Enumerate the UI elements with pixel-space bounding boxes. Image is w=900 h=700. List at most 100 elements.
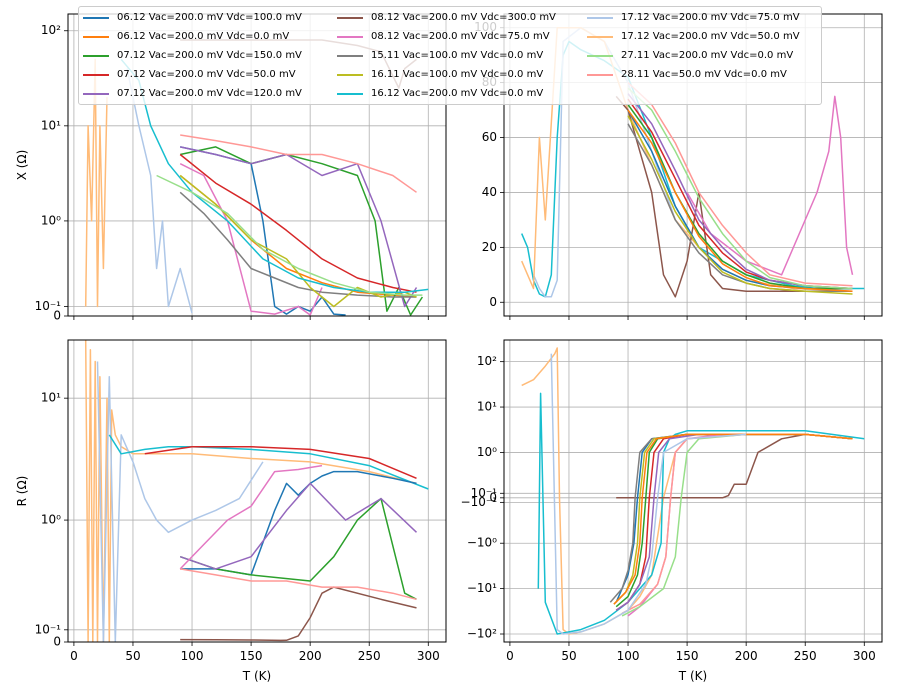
y-tick-label: −10¹ (467, 581, 497, 595)
series-line-14 (550, 353, 747, 635)
legend-swatch (587, 55, 613, 57)
series-line-4 (615, 95, 853, 298)
legend-swatch (337, 36, 363, 38)
x-tick-label: 150 (240, 649, 263, 663)
legend-swatch (83, 36, 109, 38)
series-line-10 (180, 568, 417, 601)
series-line-5 (180, 146, 418, 308)
x-tick-label: 50 (125, 649, 140, 663)
series-line-9 (627, 93, 853, 290)
x-tick-label: 250 (794, 649, 817, 663)
x-tick-label: 200 (735, 649, 758, 663)
legend-label: 08.12 Vac=200.0 mV Vdc=300.0 mV (371, 12, 556, 23)
y-tick-label: 10⁰ (41, 513, 61, 527)
x-tick-label: 300 (853, 649, 876, 663)
legend-label: 15.11 Vac=100.0 mV Vdc=0.0 mV (371, 50, 544, 61)
series-line-13 (613, 433, 853, 605)
legend-label: 28.11 Vac=50.0 mV Vdc=0.0 mV (621, 69, 787, 80)
y-tick-label: 0 (53, 309, 61, 323)
y-tick-label: 0 (489, 295, 497, 309)
series-line-11 (627, 115, 853, 295)
x-tick-label: 300 (417, 649, 440, 663)
series-line-7 (627, 104, 853, 290)
series-line-11 (126, 68, 193, 314)
axes-frame (503, 339, 883, 643)
series-line-7 (179, 163, 323, 316)
legend-label: 17.12 Vac=200.0 mV Vdc=50.0 mV (621, 31, 800, 42)
series-line-8 (179, 191, 417, 298)
y-tick-label: 0 (489, 490, 497, 504)
x-axis-label: T (K) (242, 669, 271, 683)
y-tick-label: −10⁻¹ (461, 495, 498, 509)
y-tick-label: 10¹ (477, 400, 497, 414)
y-tick-label: −10⁰ (467, 536, 497, 550)
legend-swatch (337, 74, 363, 76)
y-tick-label: 10² (41, 23, 61, 37)
series-group (84, 340, 429, 642)
series-line-8 (179, 482, 418, 570)
legend-swatch (337, 55, 363, 57)
legend-swatch (587, 36, 613, 38)
panel-bottom-right: 0 50 100 150 200 250 300−10²−10¹−10⁰−10⁻¹010⁻¹… (461, 339, 883, 683)
legend-swatch (337, 17, 363, 19)
y-tick-label: 10¹ (41, 391, 61, 405)
x-tick-label: 100 (181, 649, 204, 663)
legend-label: 16.11 Vac=100.0 mV Vdc=0.0 mV (371, 69, 544, 80)
y-axis-label: R (Ω) (15, 476, 29, 507)
series-line-6 (180, 470, 417, 576)
legend-swatch (587, 17, 613, 19)
series-line-13 (156, 174, 423, 296)
series-line-14 (180, 134, 417, 193)
y-tick-label: −10² (467, 627, 497, 641)
y-tick-label: 40 (482, 185, 497, 199)
series-line-12 (84, 58, 108, 308)
y-axis-label: X (Ω) (15, 150, 29, 181)
panel-top-left: 010⁻¹ 10⁰ 10¹ 10² X (Ω) (15, 13, 447, 323)
x-tick-label: 200 (299, 649, 322, 663)
legend-label: 07.12 Vac=200.0 mV Vdc=50.0 mV (117, 69, 296, 80)
x-axis-label: T (K) (678, 669, 707, 683)
legend-swatch (83, 55, 109, 57)
x-tick-label: 50 (561, 649, 576, 663)
series-line-13 (627, 82, 853, 287)
series-group (521, 347, 865, 635)
y-tick-label: 10⁻¹ (35, 299, 62, 313)
series-line-12 (627, 87, 853, 290)
legend-swatch (337, 93, 363, 95)
legend-swatch (83, 93, 109, 95)
series-line-2 (96, 361, 264, 642)
series-line-5 (686, 95, 854, 276)
x-tick-label: 0 (506, 649, 514, 663)
axes-frame (67, 339, 447, 643)
y-tick-label: 60 (482, 130, 497, 144)
series-line-3 (616, 433, 806, 499)
x-tick-label: 0 (70, 649, 78, 663)
series-line-7 (179, 497, 417, 600)
series-line-5 (180, 586, 417, 642)
y-tick-label: 10² (477, 354, 497, 368)
series-line-4 (144, 445, 417, 479)
legend-swatch (83, 17, 109, 19)
series-line-7 (615, 433, 853, 611)
legend-swatch (83, 74, 109, 76)
legend-label: 07.12 Vac=200.0 mV Vdc=150.0 mV (117, 50, 302, 61)
legend-swatch (587, 74, 613, 76)
legend-label: 08.12 Vac=200.0 mV Vdc=75.0 mV (371, 31, 550, 42)
y-tick-label: 10⁻¹ (35, 622, 62, 636)
legend-label: 06.12 Vac=200.0 mV Vdc=0.0 mV (117, 31, 290, 42)
x-tick-label: 250 (358, 649, 381, 663)
y-tick-label: 20 (482, 240, 497, 254)
series-line-3 (180, 146, 424, 316)
series-line-1 (84, 340, 417, 642)
legend-label: 06.12 Vac=200.0 mV Vdc=100.0 mV (117, 12, 302, 23)
series-line-14 (627, 109, 853, 293)
y-tick-label: 10⁰ (41, 213, 61, 227)
x-tick-label: 150 (676, 649, 699, 663)
legend: 06.12 Vac=200.0 mV Vdc=100.0 mV 06.12 Vac… (78, 6, 822, 105)
legend-label: 16.12 Vac=200.0 mV Vdc=0.0 mV (371, 88, 544, 99)
y-tick-label: 10¹ (41, 118, 61, 132)
legend-label: 07.12 Vac=200.0 mV Vdc=120.0 mV (117, 88, 302, 99)
legend-label: 27.11 Vac=200.0 mV Vdc=0.0 mV (621, 50, 794, 61)
